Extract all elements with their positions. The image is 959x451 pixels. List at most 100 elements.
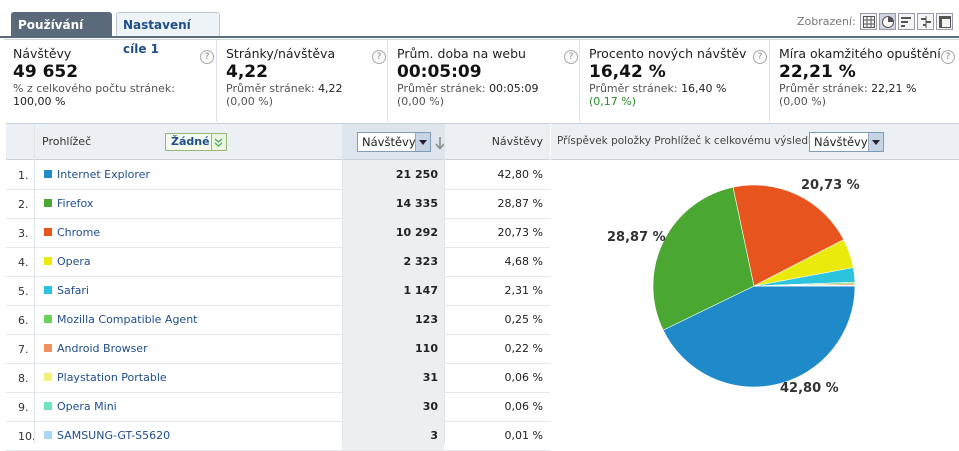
table-view-icon[interactable] [860,13,877,30]
visits-value: 14 335 [342,197,438,210]
segment-select[interactable]: Žádné [165,133,227,151]
browser-link[interactable]: Firefox [57,197,93,210]
visits-value: 1 147 [342,284,438,297]
color-swatch [44,373,52,381]
help-icon[interactable]: ? [200,50,214,64]
metric-sub-change: (0,00 %) [397,95,579,108]
row-index: 4. [18,256,29,269]
visits-value: 30 [342,400,438,413]
browser-link[interactable]: Mozilla Compatible Agent [57,313,197,326]
dimension-header: Prohlížeč [42,135,91,148]
help-icon[interactable]: ? [941,50,955,64]
row-index: 3. [18,227,29,240]
pie-data-label: 20,73 % [801,178,860,193]
tab-site-usage[interactable]: Používání webu [11,12,112,36]
browser-link[interactable]: Internet Explorer [57,168,150,181]
row-index: 8. [18,372,29,385]
metric-name: Procento nových návštěv [589,46,769,61]
metric-pages-per-visit: Stránky/návštěva 4,22 Průměr stránek: 4,… [217,40,388,122]
visits-percent: 0,06 % [446,400,543,413]
color-swatch [44,402,52,410]
table-row: 7. Android Browser 110 0,22 % [6,334,550,364]
metric-sub-change: (0,00 %) [226,95,387,108]
visits-percent: 28,87 % [446,197,543,210]
pie-data-label: 42,80 % [780,381,839,396]
metrics-summary: Návštěvy 49 652 % z celkového počtu strá… [4,39,959,122]
pivot-view-icon[interactable] [936,13,953,30]
row-index: 5. [18,285,29,298]
table-row: 3. Chrome 10 292 20,73 % [6,218,550,248]
metric-value: 49 652 [13,62,216,82]
row-index: 2. [18,198,29,211]
table-header: Prohlížeč Žádné Návštěvy Návštěvy [6,124,550,160]
metric-bounce-rate: Míra okamžitého opuštění 22,21 % Průměr … [770,40,959,122]
metric-value: 00:05:09 [397,62,579,82]
view-label: Zobrazení: [797,15,856,28]
visits-percent: 4,68 % [446,255,543,268]
metric-new-visits: Procento nových návštěv 16,42 % Průměr s… [580,40,770,122]
metric-select[interactable]: Návštěvy [357,132,431,152]
visits-percent: 0,25 % [446,313,543,326]
column-divider [342,124,343,444]
visits-value: 123 [342,313,438,326]
visits-value: 10 292 [342,226,438,239]
color-swatch [44,431,52,439]
metric-sub-change: (0,17 %) [589,95,769,108]
browser-link[interactable]: Chrome [57,226,100,239]
color-swatch [44,315,52,323]
table-row: 2. Firefox 14 335 28,87 % [6,189,550,219]
visits-percent: 2,31 % [446,284,543,297]
visits-value: 110 [342,342,438,355]
browser-link[interactable]: Opera [57,255,91,268]
browser-link[interactable]: Playstation Portable [57,371,167,384]
tab-goal-set-1[interactable]: Nastavení cíle 1 [116,12,220,36]
comparison-view-icon[interactable] [917,13,934,30]
browser-link[interactable]: SAMSUNG-GT-S5620 [57,429,170,442]
column-divider [34,124,35,444]
visits-value: 31 [342,371,438,384]
color-swatch [44,344,52,352]
visits-percent: 0,01 % [446,429,543,442]
row-index: 1. [18,169,29,182]
metric-sub: Průměr stránek: 00:05:09 [397,82,579,95]
metric-name: Prům. doba na webu [397,46,579,61]
browser-table: Prohlížeč Žádné Návštěvy Návštěvy 1. Inte… [6,123,550,444]
pie-view-icon[interactable] [879,13,896,30]
metric-sub: Průměr stránek: 4,22 [226,82,387,95]
help-icon[interactable]: ? [753,50,767,64]
table-row: 4. Opera 2 323 4,68 % [6,247,550,277]
table-row: 6. Mozilla Compatible Agent 123 0,25 % [6,305,550,335]
metric-name: Stránky/návštěva [226,46,387,61]
visits-column-header: Návštěvy [446,135,543,148]
bar-view-icon[interactable] [898,13,915,30]
browser-link[interactable]: Opera Mini [57,400,117,413]
table-row: 5. Safari 1 147 2,31 % [6,276,550,306]
visits-percent: 20,73 % [446,226,543,239]
metric-name: Návštěvy [13,46,216,61]
help-icon[interactable]: ? [564,50,578,64]
help-icon[interactable]: ? [372,50,386,64]
pie-data-label: 28,87 % [607,230,666,245]
visits-percent: 0,22 % [446,342,543,355]
visits-value: 2 323 [342,255,438,268]
visits-percent: 0,06 % [446,371,543,384]
row-index: 10. [18,430,36,443]
metric-sub-change: (0,00 %) [779,95,959,108]
browser-link[interactable]: Android Browser [57,342,148,355]
chevron-down-icon [211,134,226,150]
row-index: 7. [18,343,29,356]
color-swatch [44,170,52,178]
metric-value: 4,22 [226,62,387,82]
visits-value: 21 250 [342,168,438,181]
tab-divider [0,36,959,38]
browser-link[interactable]: Safari [57,284,89,297]
metric-visits: Návštěvy 49 652 % z celkového počtu strá… [4,40,217,122]
row-index: 6. [18,314,29,327]
table-row: 8. Playstation Portable 31 0,06 % [6,363,550,393]
metric-sub-value: 100,00 % [13,95,216,108]
pie-chart: 42,80 % 28,87 % 20,73 % [551,124,959,444]
metric-avg-time: Prům. doba na webu 00:05:09 Průměr strán… [388,40,580,122]
